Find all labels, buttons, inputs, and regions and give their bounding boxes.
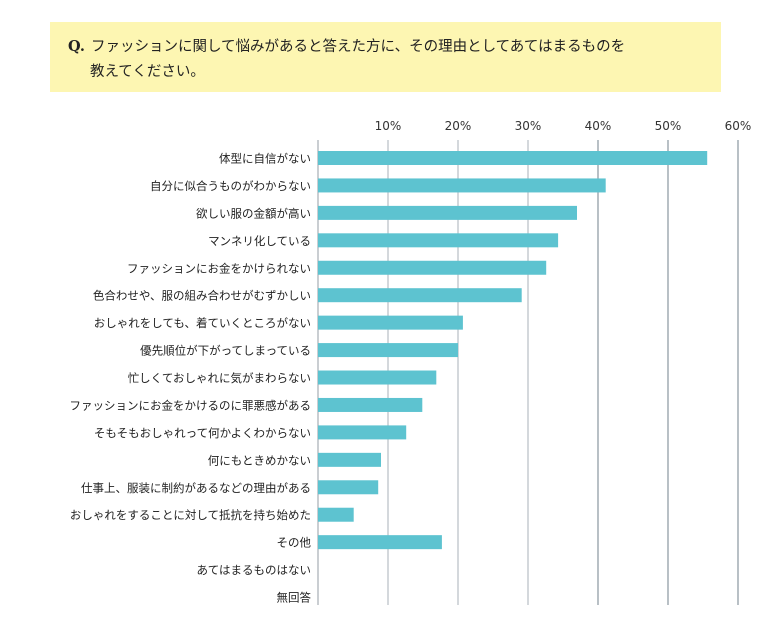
category-label: 色合わせや、服の組み合わせがむずかしい [93, 289, 311, 303]
category-label: その他 [277, 536, 312, 550]
x-tick-label: 40% [585, 119, 612, 133]
category-label: ファッションにお金をかけられない [127, 261, 311, 275]
bar [318, 480, 379, 495]
question-box: Q. ファッションに関して悩みがあると答えた方に、その理由としてあてはまるものを … [50, 22, 721, 92]
bar [318, 260, 547, 275]
category-label: 忙しくておしゃれに気がまわらない [128, 371, 311, 385]
x-tick-label: 60% [725, 119, 752, 133]
bar [318, 425, 407, 440]
bar [318, 507, 354, 522]
bar [318, 370, 437, 385]
category-label: 自分に似合うものがわからない [150, 179, 311, 193]
category-label: そもそもおしゃれって何かよくわからない [94, 426, 311, 440]
category-label: 優先順位が下がってしまっている [140, 344, 311, 358]
bar [318, 205, 577, 220]
category-label: マンネリ化している [208, 234, 311, 248]
bar [318, 288, 522, 303]
bar [318, 233, 559, 248]
x-tick-label: 50% [655, 119, 682, 133]
bar [318, 452, 381, 467]
category-label: 仕事上、服装に制約があるなどの理由がある [81, 481, 311, 495]
category-label: おしゃれをすることに対して抵抗を持ち始めた [70, 508, 311, 522]
bar [318, 535, 442, 550]
category-label: 無回答 [277, 591, 312, 605]
category-label: 何にもときめかない [208, 453, 311, 467]
bar [318, 178, 606, 193]
question-line2: 教えてください。 [90, 64, 205, 80]
bar [318, 315, 463, 330]
x-tick-label: 20% [445, 119, 472, 133]
category-label: 欲しい服の金額が高い [196, 206, 311, 220]
x-tick-label: 30% [515, 119, 542, 133]
question-prefix: Q. [68, 38, 85, 55]
x-tick-label: 10% [375, 119, 402, 133]
category-label: おしゃれをしても、着ていくところがない [94, 316, 311, 330]
category-label: 体型に自信がない [219, 152, 311, 166]
category-label: ファッションにお金をかけるのに罪悪感がある [70, 398, 312, 412]
bar [318, 343, 458, 358]
bar [318, 151, 708, 165]
question-line1: ファッションに関して悩みがあると答えた方に、その理由としてあてはまるものを [90, 39, 626, 55]
category-label: あてはまるものはない [196, 563, 311, 577]
bar [318, 397, 423, 412]
